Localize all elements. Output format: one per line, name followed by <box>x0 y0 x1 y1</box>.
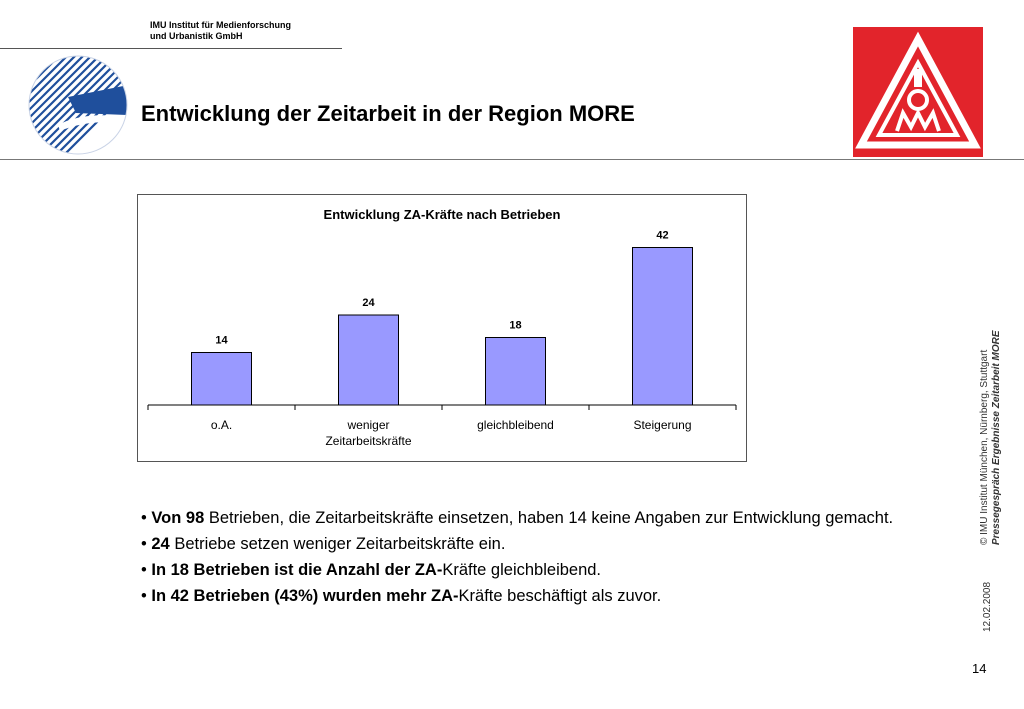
finding-4: • In 42 Betrieben (43%) wurden mehr ZA-K… <box>141 587 662 605</box>
data-label: 14 <box>215 335 228 347</box>
finding-2-strong: 24 <box>151 535 170 553</box>
page-title: Entwicklung der Zeitarbeit in der Region… <box>141 101 635 126</box>
data-label: 42 <box>656 230 668 242</box>
category-label: o.A. <box>211 418 232 432</box>
bar-chart: Entwicklung ZA-Kräfte nach Betrieben 14 o… <box>137 194 747 462</box>
chart-title: Entwicklung ZA-Kräfte nach Betrieben <box>324 207 561 222</box>
finding-3: • In 18 Betrieben ist die Anzahl der ZA-… <box>141 561 602 579</box>
data-label: 18 <box>509 320 521 332</box>
imu-logo <box>28 55 128 160</box>
finding-3-strong: In 18 Betrieben ist die Anzahl der ZA- <box>151 561 443 579</box>
chart-canvas: Entwicklung ZA-Kräfte nach Betrieben 14 o… <box>147 207 737 448</box>
sidebar-date: 12.02.2008 <box>982 581 993 632</box>
finding-4-strong: In 42 Betrieben (43%) wurden mehr ZA- <box>151 587 459 605</box>
section-divider <box>0 159 1024 160</box>
data-label: 24 <box>362 297 375 309</box>
findings-list: • Von 98 Betrieben, die Zeitarbeitskräft… <box>141 506 961 610</box>
finding-3-rest: Kräfte gleichbleibend. <box>442 561 602 579</box>
finding-1-strong: Von 98 <box>151 509 205 527</box>
bar <box>338 314 399 406</box>
category-label: Steigerung <box>633 418 691 432</box>
finding-2-rest: Betriebe setzen weniger Zeitarbeitskräft… <box>169 535 506 553</box>
ig-metall-logo <box>853 27 983 157</box>
category-label: weniger <box>346 418 389 432</box>
institute-line-2: und Urbanistik GmbH <box>150 31 243 41</box>
category-label: gleichbleibend <box>477 418 554 432</box>
sidebar-copyright: © IMU Institut München, Nürnberg, Stuttg… <box>979 349 990 545</box>
bar <box>632 247 693 406</box>
category-label: Zeitarbeitskräfte <box>325 434 411 448</box>
bar <box>191 352 252 406</box>
header-divider <box>0 48 342 49</box>
sidebar-subtitle: Pressegespräch Ergebnisse Zeitarbeit MOR… <box>991 330 1002 545</box>
page-number: 14 <box>972 661 987 676</box>
finding-4-rest: Kräfte beschäftigt als zuvor. <box>458 587 662 605</box>
finding-1: • Von 98 Betrieben, die Zeitarbeitskräft… <box>141 509 894 527</box>
institute-name: IMU Institut für Medienforschung und Urb… <box>150 20 291 42</box>
finding-1-rest: Betrieben, die Zeitarbeitskräfte einsetz… <box>204 509 894 527</box>
bar <box>485 337 546 406</box>
finding-2: • 24 Betriebe setzen weniger Zeitarbeits… <box>141 535 506 553</box>
institute-line-1: IMU Institut für Medienforschung <box>150 20 291 30</box>
